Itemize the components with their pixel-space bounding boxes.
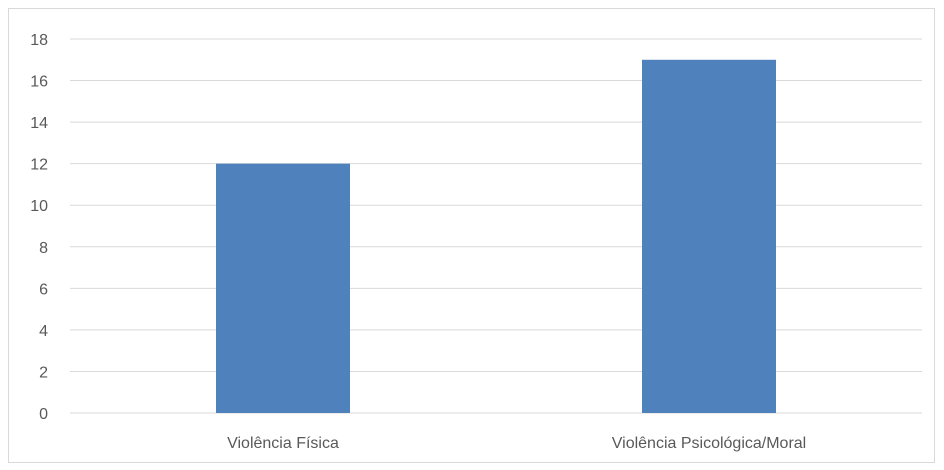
chart-frame (8, 8, 935, 463)
x-category-label: Violência Psicológica/Moral (612, 435, 806, 452)
y-tick-label: 8 (39, 240, 48, 257)
x-axis-category-labels: Violência Física Violência Psicológica/Mo… (227, 435, 806, 452)
bar (642, 59, 776, 414)
y-axis-tick-labels: 0 2 4 6 8 10 12 14 16 18 (30, 32, 48, 423)
bar (216, 163, 350, 413)
y-tick-label: 12 (30, 157, 48, 174)
gridlines (70, 38, 922, 414)
y-tick-label: 14 (30, 115, 48, 132)
y-tick-label: 0 (39, 406, 48, 423)
x-category-label: Violência Física (227, 435, 339, 452)
y-tick-label: 4 (39, 323, 48, 340)
y-tick-label: 16 (30, 74, 48, 91)
y-tick-label: 18 (30, 32, 48, 49)
y-tick-label: 6 (39, 281, 48, 298)
y-tick-label: 10 (30, 198, 48, 215)
y-tick-label: 2 (39, 364, 48, 381)
bars (216, 59, 776, 414)
